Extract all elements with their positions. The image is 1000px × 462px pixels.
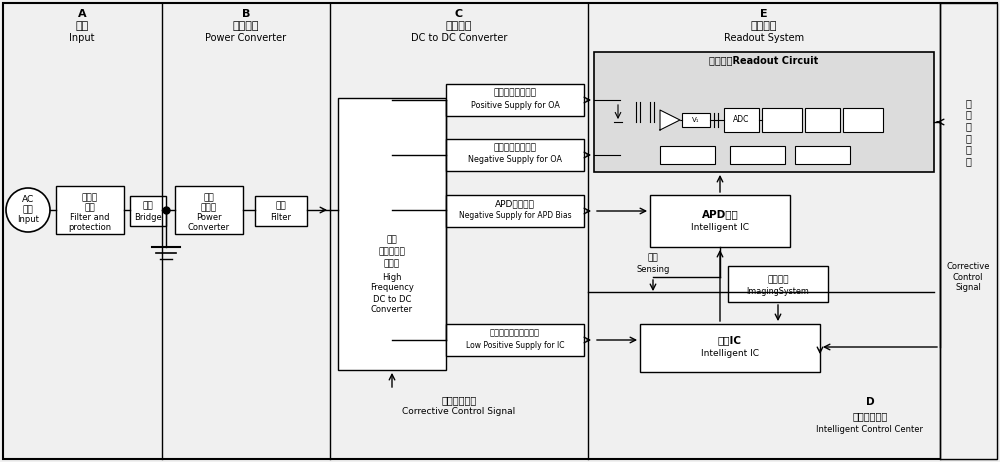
Text: 监测: 监测 [648, 254, 658, 262]
Text: 变换器: 变换器 [201, 203, 217, 213]
Text: V₁: V₁ [692, 117, 700, 123]
Text: 功率: 功率 [204, 194, 214, 202]
Text: B: B [242, 9, 250, 19]
Text: Converter: Converter [188, 224, 230, 232]
Bar [762, 108, 802, 132]
Text: Intelligent IC: Intelligent IC [691, 223, 749, 231]
Text: Intelligent Control Center: Intelligent Control Center [816, 425, 924, 433]
Bar [940, 3, 997, 459]
Text: Negative Supply for APD Bias: Negative Supply for APD Bias [459, 212, 571, 220]
Text: 直流转直流: 直流转直流 [379, 248, 405, 256]
Text: Corrective Control Signal: Corrective Control Signal [402, 407, 516, 417]
Bar [446, 84, 584, 116]
Bar [130, 196, 166, 226]
Text: Negative Supply for OA: Negative Supply for OA [468, 156, 562, 164]
Text: AC: AC [22, 195, 34, 205]
Bar [446, 195, 584, 227]
Text: 运放正向供电电压: 运放正向供电电压 [494, 89, 536, 97]
Bar [795, 146, 850, 164]
Text: Bridge: Bridge [134, 213, 162, 221]
Text: 功率变换: 功率变换 [233, 21, 259, 31]
Text: Filter and: Filter and [70, 213, 110, 223]
Bar [446, 139, 584, 171]
Bar [594, 52, 934, 172]
Text: APD负向偏压: APD负向偏压 [495, 200, 535, 208]
Text: 输入: 输入 [75, 21, 89, 31]
Text: Converter: Converter [371, 305, 413, 315]
Text: 直流变换: 直流变换 [446, 21, 472, 31]
Text: 读出电路Readout Circuit: 读出电路Readout Circuit [709, 55, 819, 65]
Text: 智能IC: 智能IC [718, 335, 742, 345]
Text: Low Positive Supply for IC: Low Positive Supply for IC [466, 340, 564, 349]
Text: Corrective
Control
Signal: Corrective Control Signal [946, 262, 990, 292]
Bar [682, 113, 710, 127]
Text: Input: Input [69, 33, 95, 43]
Text: 保护: 保护 [85, 203, 95, 213]
Bar [650, 195, 790, 247]
Text: 滤波及: 滤波及 [82, 194, 98, 202]
Circle shape [6, 188, 50, 232]
Text: 运放负向供电电压: 运放负向供电电压 [494, 144, 536, 152]
Text: protection: protection [68, 224, 112, 232]
Text: 桥堆: 桥堆 [143, 201, 153, 211]
Bar [338, 98, 446, 370]
Bar [255, 196, 307, 226]
Text: 校
正
控
制
信
号: 校 正 控 制 信 号 [965, 98, 971, 166]
Text: Readout System: Readout System [724, 33, 804, 43]
Text: A: A [78, 9, 86, 19]
Text: D: D [866, 397, 874, 407]
Text: Filter: Filter [270, 213, 292, 221]
Text: Frequency: Frequency [370, 284, 414, 292]
Text: DC to DC: DC to DC [373, 294, 411, 304]
Text: 智能控制中心: 智能控制中心 [852, 411, 888, 421]
Text: C: C [455, 9, 463, 19]
Bar [175, 186, 243, 234]
Text: Intelligent IC: Intelligent IC [701, 348, 759, 358]
Text: Power: Power [196, 213, 222, 223]
Text: APD器件: APD器件 [702, 209, 738, 219]
Text: 校正控制信号: 校正控制信号 [441, 395, 477, 405]
Polygon shape [660, 110, 680, 130]
Text: High: High [382, 273, 402, 281]
Bar [843, 108, 883, 132]
Bar [446, 324, 584, 356]
Text: ImagingSystem: ImagingSystem [747, 287, 809, 297]
Text: Power Converter: Power Converter [205, 33, 287, 43]
Text: 成像系统: 成像系统 [767, 275, 789, 285]
Text: 读出系统: 读出系统 [751, 21, 777, 31]
Text: E: E [760, 9, 768, 19]
Bar [730, 146, 785, 164]
Text: 智能控制正向低压供电: 智能控制正向低压供电 [490, 328, 540, 338]
Text: 变换器: 变换器 [384, 260, 400, 268]
Text: DC to DC Converter: DC to DC Converter [411, 33, 507, 43]
Text: Positive Supply for OA: Positive Supply for OA [471, 101, 559, 109]
Bar [724, 108, 759, 132]
Text: Sensing: Sensing [636, 265, 670, 274]
Text: ADC: ADC [733, 116, 749, 124]
Text: 滤波: 滤波 [276, 201, 286, 211]
Bar [640, 324, 820, 372]
Text: 高频: 高频 [387, 236, 397, 244]
Text: Input: Input [17, 215, 39, 225]
Text: 输入: 输入 [23, 206, 33, 214]
Bar [728, 266, 828, 302]
Bar [660, 146, 715, 164]
Bar [56, 186, 124, 234]
Bar [805, 108, 840, 132]
